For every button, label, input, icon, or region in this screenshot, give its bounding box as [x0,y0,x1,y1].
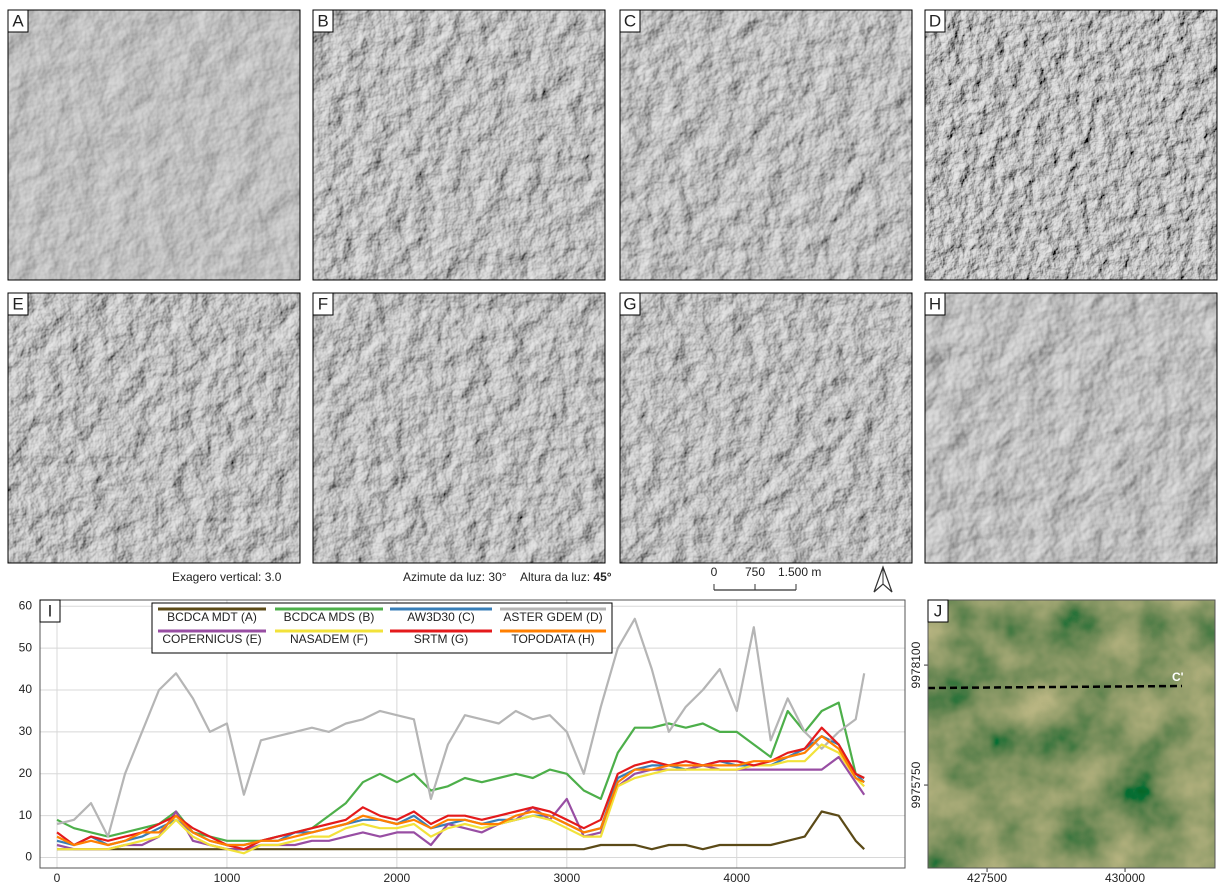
caption-value: 30° [488,570,506,584]
x-tick-label: 2000 [384,871,411,885]
x-tick-label: 3000 [553,871,580,885]
y-tick-label: 30 [19,724,33,738]
caption: Altura da luz: 45° [520,570,612,584]
legend: BCDCA MDT (A) BCDCA MDS (B) AW3D30 (C) ASTE… [152,603,612,653]
legend-label: TOPODATA (H) [511,632,594,646]
x-tick-label: 427500 [967,871,1007,885]
hillshade-panel: D [925,10,1217,280]
hillshade-image [925,10,1217,280]
x-tick-label: 430000 [1105,871,1145,885]
hillshade-panel: H [925,293,1217,563]
hillshade-panel: B [313,10,605,280]
satellite-image [928,600,1215,868]
caption-label: Altura da luz: [520,570,590,584]
y-tick-label: 40 [19,682,33,696]
panel-label: B [317,11,328,30]
hillshade-image [8,10,300,280]
x-tick-label: 1000 [214,871,241,885]
hillshade-panel: E [8,293,300,563]
caption-label: Azimute da luz: [403,570,485,584]
scale-label: 750 [745,565,765,579]
caption-label: Exagero vertical: [172,570,261,584]
legend-label: AW3D30 (C) [407,610,475,624]
legend-label: SRTM (G) [414,632,468,646]
legend-label: BCDCA MDS (B) [284,610,375,624]
hillshade-panel: G [620,293,912,563]
panel-label: C [624,11,636,30]
panel-label: D [929,11,941,30]
y-tick-label: 9978100 [909,641,923,688]
scale-label: 0 [711,565,718,579]
hillshade-image [925,293,1217,563]
panel-label: A [12,11,24,30]
hillshade-image [313,293,605,563]
legend-label: BCDCA MDT (A) [167,610,257,624]
north-arrow [874,567,892,592]
panel-label: H [929,294,941,313]
panel-label: E [12,294,23,313]
y-tick-label: 20 [19,766,33,780]
panel-label: J [934,601,943,620]
panel-label: I [48,601,53,620]
hillshade-image [8,293,300,563]
y-tick-label: 50 [19,640,33,654]
legend-label: NASADEM (F) [290,632,368,646]
legend-label: ASTER GDEM (D) [503,610,602,624]
hillshade-panel: A [8,10,300,280]
hillshade-image [620,10,912,280]
caption: Azimute da luz: 30° [403,570,507,584]
y-tick-label: 9975750 [909,761,923,808]
y-tick-label: 10 [19,808,33,822]
y-tick-label: 60 [19,598,33,612]
panel-label: G [623,294,636,313]
hillshade-panel: C [620,10,912,280]
caption: Exagero vertical: 3.0 [172,570,282,584]
legend-label: COPERNICUS (E) [162,632,261,646]
hillshade-image [620,293,912,563]
panel-label: F [318,294,328,313]
figure: A B C D E F G H Exagero vertical: 3.0 Azimute da … [0,0,1219,888]
hillshade-panel: F [313,293,605,563]
caption-value: 3.0 [265,570,282,584]
profile-annotation: C' [1172,670,1184,684]
y-tick-label: 0 [25,850,32,864]
x-tick-label: 4000 [723,871,750,885]
scale-label: 1.500 m [778,565,821,579]
caption-value: 45° [593,570,611,584]
hillshade-image [313,10,605,280]
x-tick-label: 0 [54,871,61,885]
